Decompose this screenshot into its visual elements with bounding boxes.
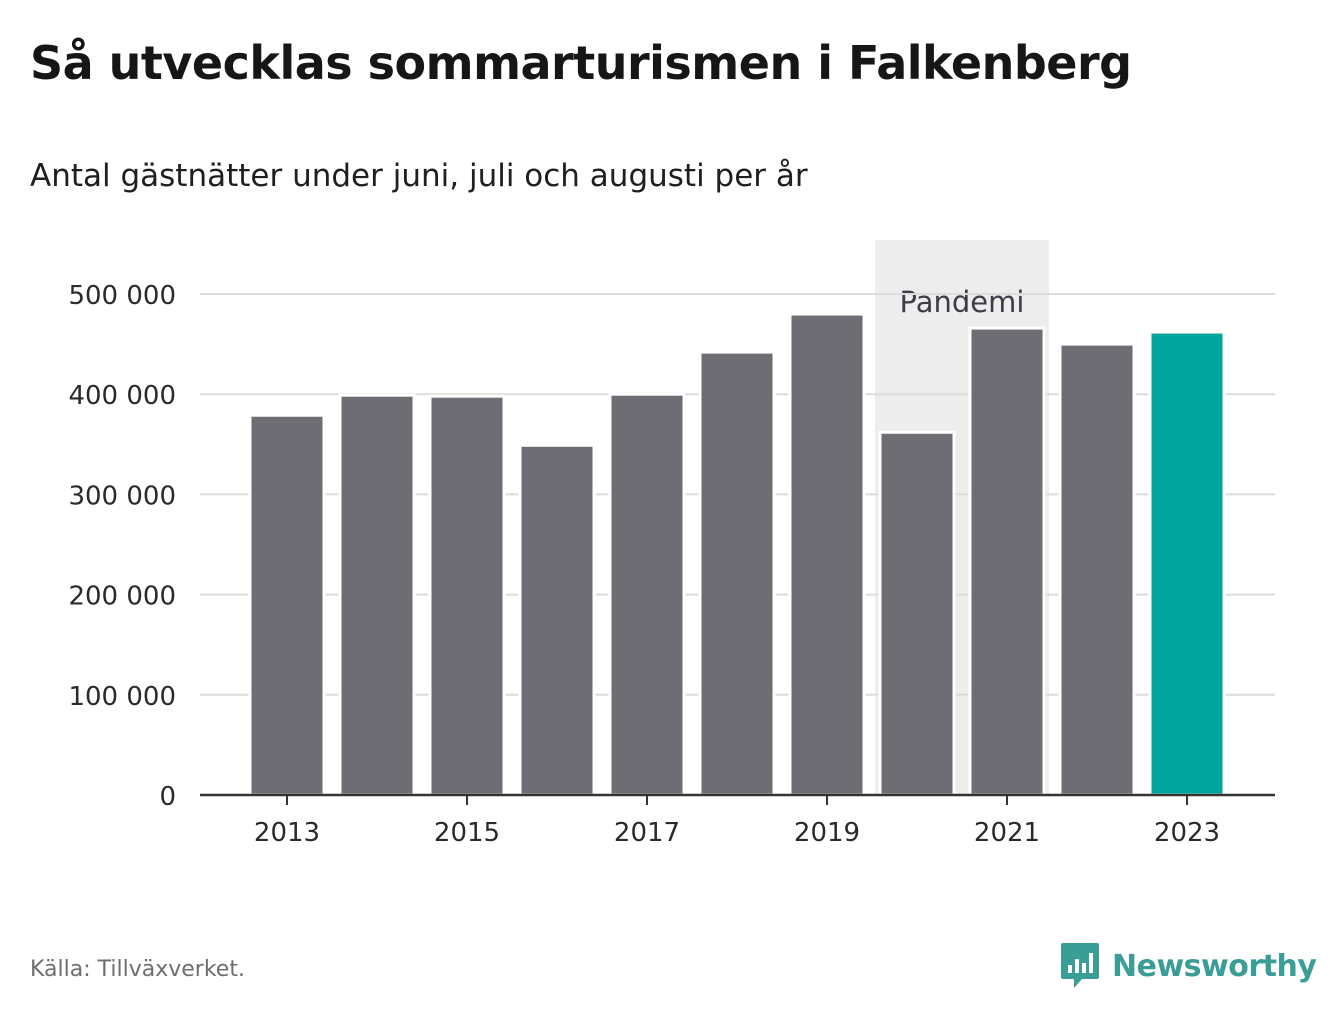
chart-subtitle: Antal gästnätter under juni, juli och au…	[30, 158, 808, 194]
x-tick-label: 2015	[434, 818, 500, 848]
source-note: Källa: Tillväxverket.	[30, 957, 245, 982]
y-tick-label: 100 000	[68, 682, 176, 712]
x-tick-label: 2013	[254, 818, 320, 848]
bar-2014	[338, 393, 416, 797]
bars	[248, 312, 1226, 797]
logo-text: Newsworthy	[1112, 948, 1317, 984]
axes: 0 100 000 200 000 300 000 400 000 500 000 2013…	[68, 281, 1275, 848]
bar-2023	[1148, 330, 1226, 797]
bar-2022	[1058, 342, 1136, 797]
y-tick-label: 0	[159, 782, 176, 812]
bar-2018	[698, 350, 776, 797]
bar-2019	[788, 312, 866, 797]
y-tick-label: 500 000	[68, 281, 176, 311]
newsworthy-logo: Newsworthy	[1060, 940, 1317, 992]
bar-2021	[968, 326, 1046, 797]
bar-2020	[878, 430, 956, 797]
bar-2013	[248, 413, 326, 797]
y-tick-label: 400 000	[68, 381, 176, 411]
x-tick-label: 2019	[794, 818, 860, 848]
x-tick-label: 2021	[974, 818, 1040, 848]
y-tick-label: 200 000	[68, 582, 176, 612]
x-tick-label: 2023	[1154, 818, 1220, 848]
bar-2015	[428, 394, 506, 797]
pandemic-label: Pandemi	[900, 285, 1025, 319]
bar-2016	[518, 443, 596, 797]
x-tick-label: 2017	[614, 818, 680, 848]
bar-2017	[608, 392, 686, 797]
bar-chart: Pandemi 0 100 000 200 000 300 000 400 000 500…	[68, 240, 1275, 848]
chart-title: Så utvecklas sommarturismen i Falkenberg	[30, 36, 1132, 90]
chart-bubble-icon	[1061, 943, 1099, 988]
y-tick-label: 300 000	[68, 481, 176, 511]
